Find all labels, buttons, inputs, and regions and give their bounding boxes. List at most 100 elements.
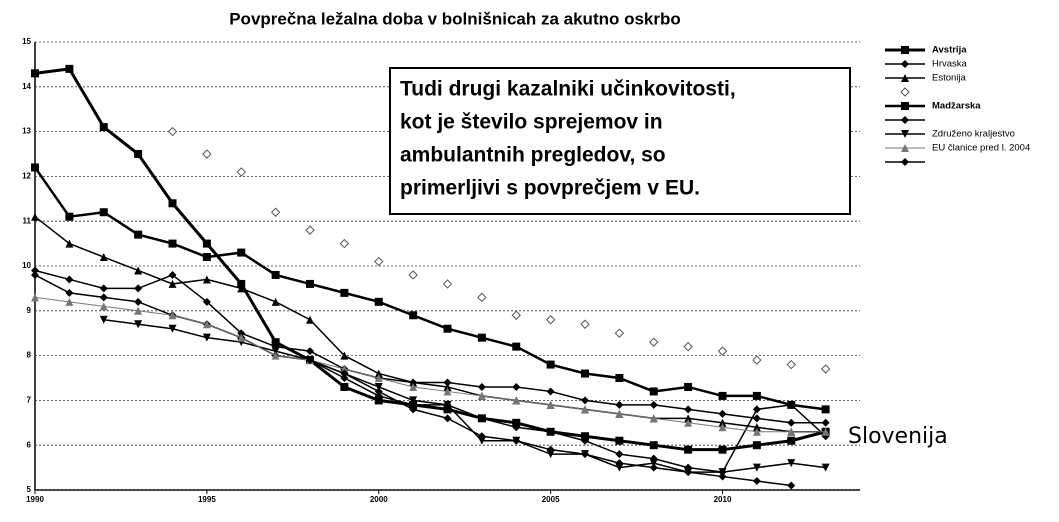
marker (134, 150, 143, 158)
legend-label: Estonija (932, 73, 967, 84)
x-tick-label: 1990 (26, 495, 44, 504)
marker (202, 149, 212, 159)
marker (134, 297, 143, 306)
marker (752, 463, 761, 472)
marker (442, 279, 453, 289)
y-tick-label: 9 (27, 306, 32, 315)
marker (786, 359, 796, 370)
y-tick-label: 7 (27, 396, 32, 405)
marker (546, 427, 555, 436)
marker (374, 256, 384, 267)
marker (443, 414, 452, 423)
series-line (34, 274, 827, 473)
marker (340, 382, 349, 391)
legend-label: Madžarska (932, 101, 981, 112)
marker (615, 450, 624, 459)
marker (202, 275, 211, 284)
marker (581, 369, 589, 378)
marker (787, 418, 796, 427)
marker (31, 163, 39, 172)
marker (167, 126, 178, 137)
marker (901, 102, 909, 110)
marker (31, 293, 39, 302)
marker (409, 396, 418, 405)
marker (649, 459, 658, 468)
marker (477, 333, 486, 342)
marker (271, 338, 280, 347)
marker (477, 432, 486, 441)
marker (546, 450, 555, 459)
marker (821, 427, 830, 436)
marker (546, 400, 555, 409)
y-tick-label: 10 (22, 261, 31, 270)
marker (31, 266, 39, 275)
marker (614, 328, 625, 338)
marker (787, 459, 796, 468)
marker (752, 355, 762, 365)
marker (546, 445, 555, 454)
annotation-text: primerljivi s povprečjem v EU. (400, 177, 700, 200)
marker (168, 199, 177, 208)
marker (374, 387, 383, 396)
marker (237, 333, 246, 342)
marker (99, 208, 108, 217)
marker (374, 369, 383, 378)
marker (615, 400, 624, 409)
series-line (34, 296, 826, 433)
marker (752, 427, 761, 436)
marker (409, 382, 418, 391)
marker (99, 284, 108, 293)
marker (134, 306, 143, 315)
legend-label: Združeno kraljestvo (932, 129, 1015, 140)
marker (717, 346, 728, 356)
marker (443, 324, 452, 333)
marker (31, 270, 39, 279)
marker (477, 391, 486, 400)
marker (99, 253, 108, 262)
marker (477, 292, 487, 303)
marker (31, 69, 39, 78)
marker (649, 441, 658, 450)
marker (65, 275, 74, 284)
annotation-box (389, 67, 851, 215)
marker (168, 239, 177, 248)
marker (306, 279, 314, 288)
marker (901, 46, 909, 54)
marker (512, 396, 521, 405)
marker (718, 423, 727, 432)
marker (615, 436, 624, 445)
marker (718, 468, 727, 477)
marker (821, 405, 830, 414)
marker (236, 167, 246, 177)
series-label: Slovenija (848, 424, 948, 449)
marker (477, 436, 486, 445)
series-line (103, 319, 826, 473)
marker (752, 414, 761, 423)
marker (202, 333, 211, 342)
marker (900, 87, 910, 97)
annotation-text: kot je število sprejemov in (400, 111, 663, 134)
series-line (34, 67, 827, 452)
marker (615, 463, 624, 472)
marker (134, 266, 143, 275)
marker (409, 311, 418, 320)
legend-label: Avstrija (932, 45, 967, 56)
series-line (34, 269, 826, 424)
marker (787, 427, 796, 436)
marker (443, 378, 452, 387)
x-tick-label: 1995 (198, 495, 216, 504)
y-tick-label: 12 (22, 172, 31, 181)
series-line (34, 216, 826, 433)
marker (202, 253, 211, 262)
marker (271, 297, 280, 306)
marker (901, 116, 909, 124)
marker (787, 436, 796, 445)
marker (683, 341, 693, 352)
marker (237, 284, 246, 293)
marker (134, 320, 143, 329)
marker (306, 315, 314, 324)
y-tick-label: 13 (22, 127, 31, 136)
marker (99, 293, 108, 302)
marker (901, 60, 909, 68)
